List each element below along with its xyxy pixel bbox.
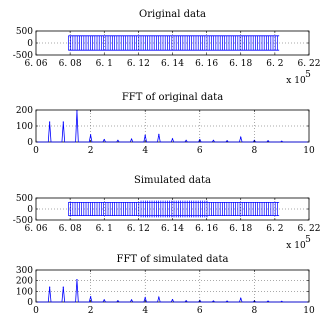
chart-panel: Original data 6. 06 6. 08 6. 1 6. 12 6. 14 6. … — [13, 9, 321, 86]
x-tick-label: 10 — [303, 146, 315, 156]
x-tick-label: 6. 06 — [25, 59, 48, 69]
plot-area — [35, 269, 310, 303]
y-tick-label: 200 — [16, 106, 33, 116]
x-exponent-power: 5 — [305, 70, 311, 80]
x-tick-label: 6. 08 — [59, 224, 82, 234]
spectrum-peak — [144, 134, 146, 136]
spectrum-peak — [103, 299, 105, 301]
spectrum-peak — [62, 121, 64, 123]
x-tick-label: 6. 1 — [96, 59, 113, 69]
x-tick-label: 6 — [197, 146, 203, 156]
x-tick-label: 6 — [197, 306, 203, 316]
x-exponent-label: x 10 — [286, 241, 306, 251]
spectrum-peak — [90, 296, 92, 298]
spectrum-peak — [267, 300, 269, 302]
spectrum-peak — [199, 139, 201, 141]
x-tick-label: 6. 12 — [127, 59, 150, 69]
x-tick-label: 10 — [303, 306, 315, 316]
y-tick-label: 0 — [27, 138, 33, 148]
chart-title: FFT of original data — [122, 92, 223, 103]
spectrum-peak — [76, 279, 78, 281]
x-tick-label: 6. 2 — [266, 224, 283, 234]
spectrum-peak — [117, 139, 119, 141]
x-tick-label: 6. 18 — [229, 59, 252, 69]
x-tick-label: 2 — [88, 146, 94, 156]
spectrum-peak — [103, 139, 105, 141]
spectrum-peak — [49, 286, 51, 288]
y-tick-label: -500 — [13, 216, 33, 226]
x-tick-label: 6. 14 — [161, 224, 184, 234]
spectrum-peak — [90, 134, 92, 136]
x-tick-label: 2 — [88, 306, 94, 316]
spectrum-peak — [130, 299, 133, 301]
x-tick-label: 4 — [142, 146, 148, 156]
chart-title: FFT of simulated data — [117, 254, 229, 265]
chart-title: Simulated data — [134, 175, 211, 186]
y-tick-label: 500 — [16, 27, 33, 37]
x-tick-label: 6. 22 — [298, 59, 321, 69]
spectrum-peak — [171, 299, 174, 301]
spectrum-peak — [240, 136, 242, 138]
y-tick-label: 300 — [16, 266, 33, 276]
spectrum-line — [36, 110, 309, 143]
x-tick-label: 0 — [33, 146, 39, 156]
y-tick-label: 100 — [16, 287, 33, 297]
spectrum-peak — [212, 139, 215, 141]
spectrum-peak — [171, 138, 174, 140]
spectrum-peak — [49, 121, 51, 123]
x-tick-label: 6. 16 — [195, 59, 218, 69]
signal-trace — [68, 35, 278, 51]
y-tick-label: 500 — [16, 194, 33, 204]
x-tick-label: 0 — [33, 306, 39, 316]
spectrum-peak — [144, 297, 146, 299]
x-tick-label: 8 — [252, 146, 258, 156]
x-tick-label: 6. 12 — [127, 224, 150, 234]
spectrum-peak — [117, 300, 119, 302]
spectrum-peak — [226, 300, 228, 302]
y-tick-label: 0 — [27, 39, 33, 49]
chart-panel: FFT of original data 0 2 4 6 8 10 200 100 0 — [16, 92, 315, 156]
y-tick-label: -500 — [13, 51, 33, 61]
spectrum-peak — [281, 300, 283, 302]
y-tick-label: 100 — [16, 122, 33, 132]
spectrum-peak — [212, 300, 215, 302]
spectrum-peak — [281, 140, 283, 142]
x-exponent-label: x 10 — [286, 76, 306, 86]
x-tick-label: 6. 18 — [229, 224, 252, 234]
spectrum-peak — [185, 300, 187, 302]
x-tick-label: 6. 06 — [25, 224, 48, 234]
spectrum-peak — [158, 133, 160, 135]
x-tick-label: 8 — [252, 306, 258, 316]
signal-trace — [68, 200, 278, 218]
spectrum-peak — [130, 138, 133, 140]
spectrum-peak — [185, 139, 187, 141]
chart-panel: Simulated data 6. 06 6. 08 6. 1 6. 12 6. 14 6.… — [13, 175, 321, 251]
x-tick-label: 6. 22 — [298, 224, 321, 234]
y-tick-label: 200 — [16, 277, 33, 287]
y-tick-label: 0 — [27, 298, 33, 308]
x-tick-label: 4 — [142, 306, 148, 316]
spectrum-line — [36, 279, 309, 303]
spectrum-peak — [76, 110, 78, 112]
x-tick-label: 6. 14 — [161, 59, 184, 69]
x-tick-label: 6. 1 — [96, 224, 113, 234]
spectrum-peak — [240, 297, 242, 299]
x-exponent-power: 5 — [305, 235, 311, 245]
spectrum-peak — [62, 286, 64, 288]
chart-title: Original data — [139, 9, 206, 20]
spectrum-peak — [267, 140, 269, 142]
spectrum-peak — [158, 296, 160, 298]
y-tick-label: 0 — [27, 205, 33, 215]
spectrum-peak — [226, 140, 228, 142]
x-tick-label: 6. 2 — [266, 59, 283, 69]
x-tick-label: 6. 16 — [195, 224, 218, 234]
x-tick-label: 6. 08 — [59, 59, 82, 69]
